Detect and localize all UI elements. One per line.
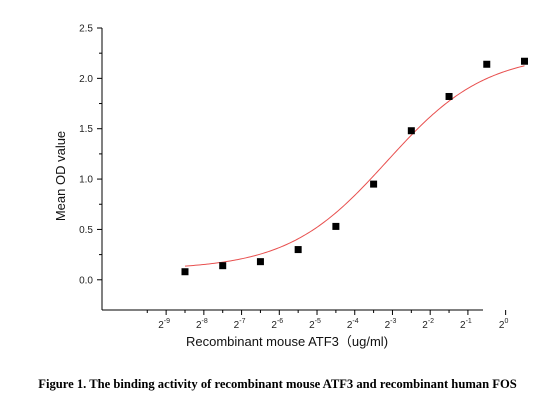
y-tick-label: 0.0 <box>79 275 93 286</box>
y-axis-title: Mean OD value <box>53 131 68 221</box>
data-points-layer <box>181 57 528 276</box>
data-point <box>332 222 340 230</box>
chart-axes <box>97 27 507 315</box>
tick-labels-layer: 0.0 0.5 1.0 1.5 2.0 2.5 2-9 2-8 2-7 2-6 2-5 2-4 2-3 2… <box>79 24 508 332</box>
figure-caption: Figure 1. The binding activity of recomb… <box>38 377 517 391</box>
x-axis-title: Recombinant mouse ATF3（ug/ml) <box>186 334 388 349</box>
data-point <box>294 246 302 254</box>
data-point <box>219 262 227 270</box>
data-point <box>520 57 528 65</box>
x-tick-label: 2-5 <box>309 318 321 331</box>
data-point <box>407 127 415 135</box>
x-tick-label: 2-8 <box>196 318 208 331</box>
x-tick-label: 2-2 <box>422 318 434 331</box>
fit-curve-layer <box>184 65 525 267</box>
y-tick-label: 1.5 <box>79 124 93 135</box>
x-tick-label: 2-4 <box>347 318 359 331</box>
data-point <box>256 258 264 266</box>
y-tick-label: 2.5 <box>79 24 93 35</box>
y-tick-label: 1.0 <box>79 175 93 186</box>
data-point <box>483 60 491 68</box>
y-tick-label: 0.5 <box>79 225 93 236</box>
x-tick-label: 2-3 <box>385 318 397 331</box>
x-tick-label: 2-6 <box>271 318 283 331</box>
x-tick-label: 2-9 <box>158 318 170 331</box>
data-point <box>445 92 453 100</box>
x-tick-label: 2-7 <box>234 318 246 331</box>
data-point <box>181 268 189 276</box>
x-tick-label: 2-1 <box>460 318 472 331</box>
x-tick-label: 20 <box>499 318 509 331</box>
fit-curve <box>184 65 525 267</box>
y-tick-label: 2.0 <box>79 74 93 85</box>
data-point <box>370 180 378 188</box>
chart-area: 0.0 0.5 1.0 1.5 2.0 2.5 2-9 2-8 2-7 2-6 2-5 2-4 2-3 2… <box>53 24 528 349</box>
